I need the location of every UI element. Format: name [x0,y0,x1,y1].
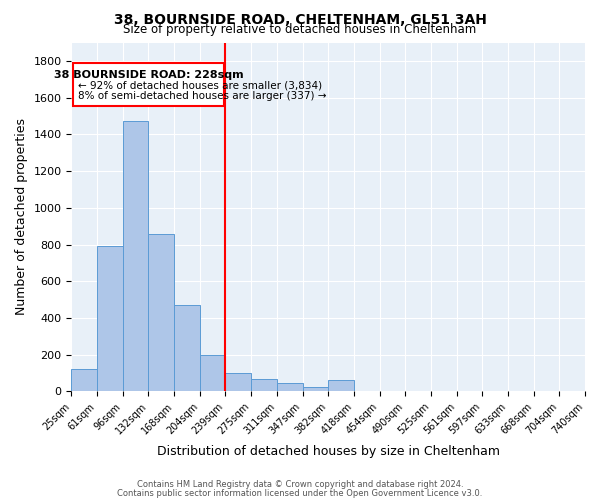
Bar [148,234,174,392]
Text: ← 92% of detached houses are smaller (3,834): ← 92% of detached houses are smaller (3,… [78,80,322,90]
Bar [302,387,328,392]
Text: 38 BOURNSIDE ROAD: 228sqm: 38 BOURNSIDE ROAD: 228sqm [54,70,244,80]
Bar [123,122,148,392]
Y-axis label: Number of detached properties: Number of detached properties [15,118,28,316]
Bar [174,305,200,392]
X-axis label: Distribution of detached houses by size in Cheltenham: Distribution of detached houses by size … [157,444,500,458]
Bar [97,246,123,392]
Bar [277,383,302,392]
Text: 38, BOURNSIDE ROAD, CHELTENHAM, GL51 3AH: 38, BOURNSIDE ROAD, CHELTENHAM, GL51 3AH [113,12,487,26]
Bar [226,373,251,392]
FancyBboxPatch shape [73,64,224,106]
Text: Contains public sector information licensed under the Open Government Licence v3: Contains public sector information licen… [118,488,482,498]
Text: 8% of semi-detached houses are larger (337) →: 8% of semi-detached houses are larger (3… [78,91,326,101]
Bar [251,378,277,392]
Text: Size of property relative to detached houses in Cheltenham: Size of property relative to detached ho… [124,24,476,36]
Text: Contains HM Land Registry data © Crown copyright and database right 2024.: Contains HM Land Registry data © Crown c… [137,480,463,489]
Bar [71,370,97,392]
Bar [200,354,226,392]
Bar [328,380,354,392]
